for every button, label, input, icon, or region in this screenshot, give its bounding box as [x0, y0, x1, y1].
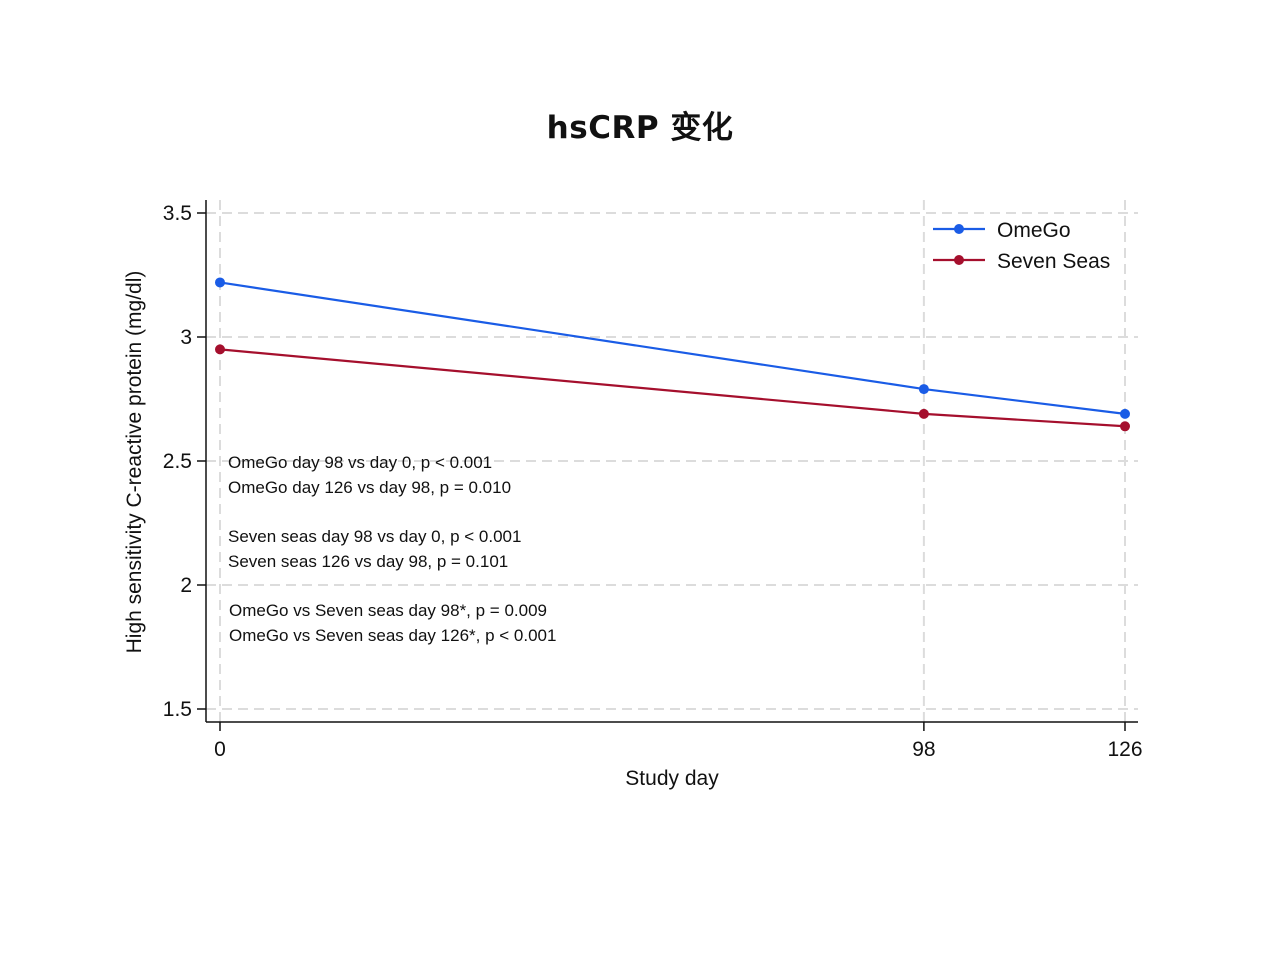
legend-marker — [954, 224, 964, 234]
x-axis-title: Study day — [625, 767, 719, 790]
data-point-seven-seas — [918, 408, 929, 419]
y-tick-label: 2.5 — [163, 450, 192, 473]
annotation-text: OmeGo vs Seven seas day 98*, p = 0.009 — [229, 601, 547, 620]
y-tick-label: 3 — [180, 326, 192, 349]
series-line-omego — [219, 281, 1126, 415]
data-point-omego — [1120, 408, 1130, 419]
data-point-seven-seas — [215, 344, 225, 355]
series-line-seven-seas — [219, 348, 1126, 428]
series-lines — [215, 277, 1130, 432]
annotations: OmeGo day 98 vs day 0, p < 0.001 OmeGo da… — [228, 453, 556, 645]
legend-label: OmeGo — [997, 219, 1071, 242]
annotation-text: OmeGo day 126 vs day 98, p = 0.010 — [228, 478, 511, 497]
annotation-text: OmeGo day 98 vs day 0, p < 0.001 — [228, 453, 492, 472]
y-tick-label: 2 — [180, 574, 192, 597]
y-axis-title: High sensitivity C-reactive protein (mg/… — [123, 271, 146, 654]
annotation-text: OmeGo vs Seven seas day 126*, p < 0.001 — [229, 626, 556, 645]
data-point-omego — [918, 384, 929, 395]
y-tick-label: 1.5 — [163, 698, 192, 721]
legend: OmeGo Seven Seas — [933, 219, 1110, 273]
legend-label: Seven Seas — [997, 250, 1110, 273]
x-tick-label: 0 — [214, 738, 226, 761]
annotation-text: Seven seas day 98 vs day 0, p < 0.001 — [228, 527, 521, 546]
data-point-omego — [215, 277, 225, 288]
page-title: hsCRP 变化 — [546, 110, 734, 146]
annotation-text: Seven seas 126 vs day 98, p = 0.101 — [228, 552, 508, 571]
axes: 1.5 2 2.5 3 3.5 0 98 126 Study day High sensitivi… — [123, 200, 1143, 790]
legend-marker — [954, 255, 964, 265]
data-point-seven-seas — [1120, 421, 1130, 432]
x-tick-label: 126 — [1107, 738, 1142, 761]
x-tick-label: 98 — [912, 738, 935, 761]
y-tick-label: 3.5 — [163, 202, 192, 225]
grid-lines — [206, 200, 1138, 722]
